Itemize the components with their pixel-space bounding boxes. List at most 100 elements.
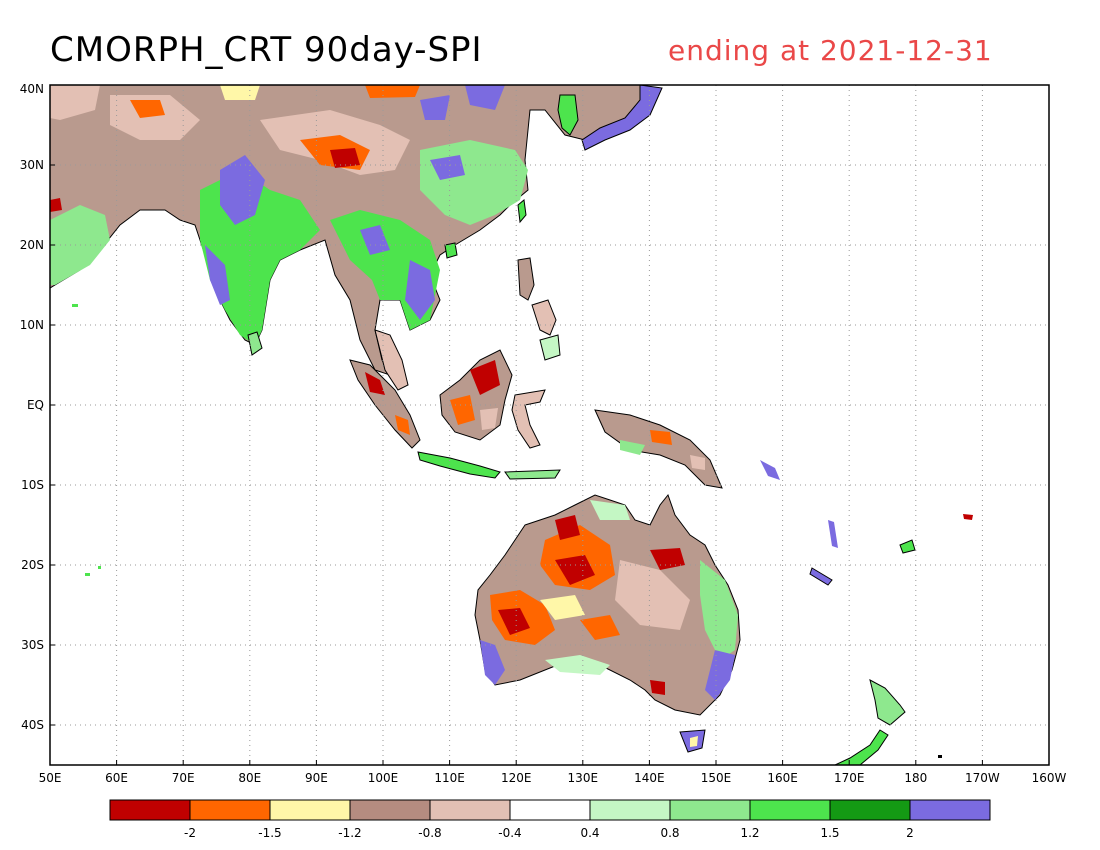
asia-dry — [365, 85, 420, 98]
island — [98, 566, 101, 569]
lon-tick-label: 60E — [105, 771, 128, 785]
sumatra-dry — [395, 415, 410, 435]
lat-tick-label: 20S — [21, 558, 44, 572]
australia-dry-core — [555, 515, 580, 540]
new-guinea-dry — [690, 455, 705, 470]
land-solomons — [760, 460, 780, 480]
sumatra-dry — [365, 372, 385, 395]
asia-very-wet — [405, 260, 435, 320]
colorbar-label: 2 — [906, 826, 914, 840]
land-vanuatu — [828, 520, 838, 548]
lon-tick-label: 90E — [305, 771, 328, 785]
map-border — [49, 84, 1050, 766]
colorbar: -2 -1.5 -1.2 -0.8 -0.4 0.4 0.8 1.2 1.5 2 — [109, 799, 991, 840]
land-korea — [557, 94, 579, 136]
colorbar-swatch — [189, 799, 271, 821]
land-java — [417, 451, 501, 479]
lat-tick-label: 40S — [21, 718, 44, 732]
asia-dry — [330, 148, 360, 168]
colorbar-label: -0.4 — [498, 826, 521, 840]
colorbar-swatch — [509, 799, 591, 821]
colorbar-swatch — [269, 799, 351, 821]
australia-wet-north — [590, 500, 630, 520]
colorbar-swatch — [109, 799, 191, 821]
lon-tick-label: 100E — [368, 771, 399, 785]
asia-dry — [50, 85, 100, 120]
lon-tick-label: 120E — [501, 771, 532, 785]
lon-axis: 50E 60E 70E 80E 90E 100E 110E 120E 130E 140E 150E 1… — [39, 760, 1067, 785]
asia-very-wet — [420, 95, 450, 120]
colorbar-label: -0.8 — [418, 826, 441, 840]
lon-tick-label: 160E — [767, 771, 798, 785]
australia-dry-edge — [540, 595, 585, 620]
australia-dry-se — [650, 680, 665, 695]
lon-tick-label: 150E — [701, 771, 732, 785]
lon-tick-label: 80E — [238, 771, 261, 785]
land-philippines — [539, 334, 561, 361]
lon-tick-label: 180 — [904, 771, 927, 785]
colorbar-label: -1.5 — [258, 826, 281, 840]
land-sri-lanka — [247, 331, 263, 356]
australia-dry-core — [498, 608, 530, 635]
lat-tick-label: 10S — [21, 478, 44, 492]
new-guinea-wet — [620, 440, 645, 455]
colorbar-swatch — [589, 799, 671, 821]
borneo-dry — [470, 360, 500, 395]
lat-tick-label: 20N — [20, 238, 44, 252]
island — [938, 755, 942, 758]
asia-very-wet — [360, 225, 390, 255]
colorbar-label: 0.8 — [660, 826, 679, 840]
lat-tick-label: 40N — [20, 82, 44, 96]
lon-tick-label: 140E — [634, 771, 665, 785]
land-hainan — [444, 242, 458, 259]
colorbar-swatch — [909, 799, 991, 821]
land-taiwan — [517, 199, 527, 224]
colorbar-label: 1.2 — [740, 826, 759, 840]
colorbar-label: -2 — [184, 826, 196, 840]
new-guinea-dry — [650, 430, 672, 445]
land-new-caledonia — [809, 567, 833, 586]
lon-tick-label: 170W — [965, 771, 1000, 785]
lat-tick-label: 30S — [21, 638, 44, 652]
tasmania-patch — [690, 736, 698, 747]
lat-axis: 40N 30N 20N 10N EQ 10S 20S 30S 40S — [20, 82, 55, 732]
land-layer — [50, 85, 973, 765]
colorbar-swatch — [349, 799, 431, 821]
australia-dry-core — [650, 548, 685, 570]
lon-tick-label: 70E — [172, 771, 195, 785]
lon-tick-label: 130E — [568, 771, 599, 785]
colorbar-swatch — [829, 799, 911, 821]
colorbar-label: 0.4 — [580, 826, 599, 840]
map-date: ending at 2021-12-31 — [668, 34, 993, 67]
land-fiji — [899, 539, 916, 554]
colorbar-label: 1.5 — [820, 826, 839, 840]
asia-very-wet — [465, 85, 505, 110]
colorbar-swatch — [749, 799, 831, 821]
australia-wet-sw — [480, 640, 505, 685]
lon-tick-label: 50E — [39, 771, 62, 785]
land-philippines — [531, 299, 557, 336]
lon-tick-label: 170E — [834, 771, 865, 785]
land-new-zealand — [869, 679, 906, 726]
asia-dry — [220, 85, 260, 100]
island — [72, 304, 78, 307]
lat-tick-label: EQ — [27, 398, 44, 412]
lat-tick-label: 30N — [20, 158, 44, 172]
australia-mild — [615, 560, 690, 630]
land-philippines — [517, 257, 535, 301]
colorbar-swatch — [669, 799, 751, 821]
australia-dry-core — [580, 615, 620, 640]
asia-dry — [110, 95, 200, 140]
asia-dry — [50, 198, 62, 212]
australia-wet-east — [700, 560, 738, 660]
borneo-dry — [450, 395, 475, 425]
asia-very-wet — [220, 155, 265, 225]
australia-wet-east — [705, 650, 735, 700]
island — [85, 573, 90, 576]
australia-dry-core — [555, 555, 595, 585]
colorbar-label: -1.2 — [338, 826, 361, 840]
lon-tick-label: 110E — [434, 771, 465, 785]
borneo-dry — [480, 408, 498, 430]
land-lesser-sunda — [504, 469, 561, 480]
